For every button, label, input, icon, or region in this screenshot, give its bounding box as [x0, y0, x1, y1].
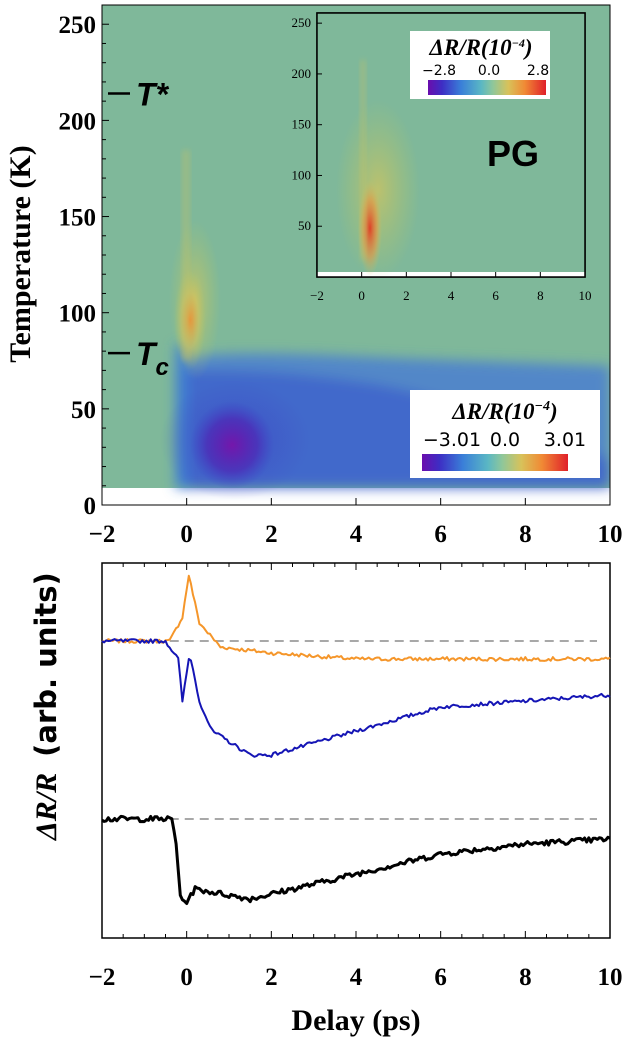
inset-x-tick-label: 6: [492, 288, 499, 303]
inset-x-tick-label: 8: [537, 288, 544, 303]
bottom-x-tick-label: 10: [598, 964, 623, 991]
marker-label-base: T: [136, 76, 158, 112]
inset-colorbar-tick-max: 2.8: [527, 63, 549, 79]
x-axis-ticks: −2 0 2 4 6 8 10: [89, 498, 623, 548]
bottom-y-axis-title: ΔR/R (arb. units): [29, 572, 63, 841]
colorbar-title-exponent: −4: [535, 399, 550, 414]
bottom-x-tick-label: 2: [265, 964, 278, 991]
inset-colorbar-gradient: [428, 80, 546, 95]
colorbar-tick-min: −3.01: [423, 429, 481, 451]
inset-y-tick-label: 200: [292, 66, 312, 81]
y-tick-label: 250: [59, 12, 97, 39]
marker-label: Tc: [136, 336, 169, 381]
inset-colorbar-title-main: ΔR/R(10: [428, 35, 512, 60]
bottom-y-axis-title-units: (arb. units): [29, 572, 63, 757]
colorbar-title-main: ΔR/R(10: [451, 399, 535, 424]
bottom-x-axis-ticks: −2 0 2 4 6 8 10: [89, 563, 623, 991]
inset-label: PG: [487, 133, 539, 174]
line-plot-panel: −2 0 2 4 6 8 10 Delay (ps) ΔR/R (arb. units): [29, 562, 623, 1037]
x-tick-label: 2: [265, 521, 278, 548]
y-tick-label: 0: [84, 493, 97, 520]
inset-colorbar-tick-mid: 0.0: [478, 63, 500, 79]
bottom-x-tick-label: 6: [434, 964, 447, 991]
bottom-x-tick-label: −2: [89, 964, 116, 991]
inset-y-tick-label: 150: [292, 117, 312, 132]
inset-y-tick-label: 100: [292, 167, 312, 182]
bottom-y-axis-title-main: ΔR/R: [30, 773, 63, 841]
colorbar-title-close: ): [548, 399, 558, 424]
marker-label: T*: [136, 76, 170, 112]
inset-y-tick-label: 250: [292, 15, 312, 30]
colorbar: ΔR/R(10−4) −3.01 0.0 3.01: [410, 390, 600, 478]
colorbar-tick-max: 3.01: [544, 429, 586, 451]
inset-x-tick-label: 2: [403, 288, 410, 303]
x-tick-label: 10: [598, 521, 623, 548]
marker-label-base: T: [136, 336, 158, 372]
series-line: [101, 574, 611, 662]
colorbar-gradient: [422, 454, 568, 471]
series-line: [101, 814, 611, 905]
inset-x-axis-ticks: −2 0 2 4 6 8 10: [310, 272, 592, 303]
inset-x-tick-label: 0: [358, 288, 365, 303]
bottom-series: [101, 574, 611, 905]
y-tick-label: 200: [59, 108, 97, 135]
x-tick-label: 0: [180, 521, 193, 548]
inset-colorbar-title-exponent: −4: [512, 36, 525, 50]
bottom-x-tick-label: 0: [180, 964, 193, 991]
x-tick-label: 6: [434, 521, 447, 548]
inset-colorbar: ΔR/R(10−4) −2.8 0.0 2.8: [410, 31, 550, 99]
x-tick-label: 8: [519, 521, 532, 548]
y-axis-ticks: 0 50 100 150 200 250: [59, 4, 109, 520]
inset-colorbar-tick-min: −2.8: [422, 63, 456, 79]
series-line: [101, 638, 611, 758]
inset-colorbar-title-close: ): [523, 35, 533, 60]
inset-panel: −2 0 2 4 6 8 10 50 100 150 200 250 PG ΔR/R(10−4) −…: [292, 12, 592, 303]
x-tick-label: −2: [89, 521, 116, 548]
inset-x-tick-label: −2: [310, 288, 324, 303]
colorbar-tick-mid: 0.0: [490, 429, 520, 451]
colorbar-title: ΔR/R(10−4): [451, 399, 557, 424]
y-tick-label: 150: [59, 205, 97, 232]
inset-x-tick-label: 10: [579, 288, 592, 303]
inset-y-axis-ticks: 50 100 150 200 250: [292, 15, 322, 233]
bottom-x-tick-label: 8: [519, 964, 532, 991]
bottom-x-tick-label: 4: [350, 964, 363, 991]
marker-label-sup: *: [156, 76, 170, 112]
x-axis-title: Delay (ps): [291, 1004, 420, 1037]
temperature-markers: T*Tc: [108, 76, 170, 381]
y-axis-title: Temperature (K): [4, 145, 37, 362]
y-tick-label: 100: [59, 301, 97, 328]
inset-colorbar-title: ΔR/R(10−4): [428, 35, 532, 60]
inset-x-tick-label: 4: [448, 288, 455, 303]
x-tick-label: 4: [350, 521, 363, 548]
inset-y-tick-label: 50: [298, 218, 311, 233]
marker-label-sub: c: [156, 354, 169, 381]
y-tick-label: 50: [71, 397, 96, 424]
